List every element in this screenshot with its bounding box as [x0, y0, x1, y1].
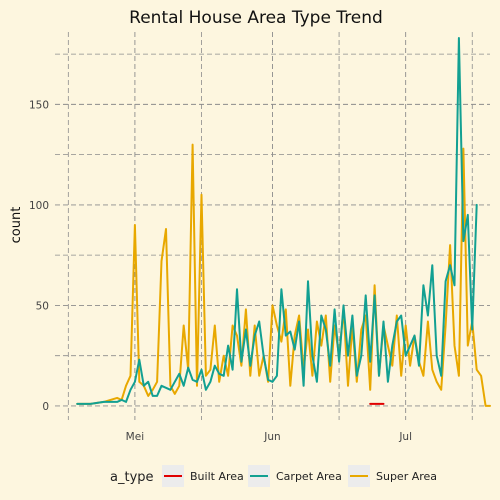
x-axis-ticks: Mei Jun Jul — [126, 431, 412, 443]
legend-label: Built Area — [190, 470, 244, 483]
x-tick-label: Jun — [263, 431, 280, 443]
series-line-super-area — [76, 143, 491, 407]
series-lines — [76, 37, 491, 407]
legend: a_type Built Area Carpet Area Super Area — [110, 465, 437, 487]
legend-title: a_type — [110, 470, 154, 485]
y-tick-label: 50 — [36, 300, 49, 312]
y-tick-label: 150 — [29, 99, 49, 111]
y-axis-label: count — [9, 207, 24, 244]
legend-label: Super Area — [376, 470, 437, 483]
y-tick-label: 100 — [29, 200, 49, 212]
y-tick-label: 0 — [42, 401, 49, 413]
y-axis-ticks: 0 50 100 150 — [29, 99, 49, 413]
series-line-carpet-area — [76, 37, 478, 405]
x-tick-label: Jul — [398, 431, 412, 443]
x-tick-label: Mei — [126, 431, 144, 443]
chart-title: Rental House Area Type Trend — [129, 8, 383, 28]
legend-label: Carpet Area — [276, 470, 342, 483]
